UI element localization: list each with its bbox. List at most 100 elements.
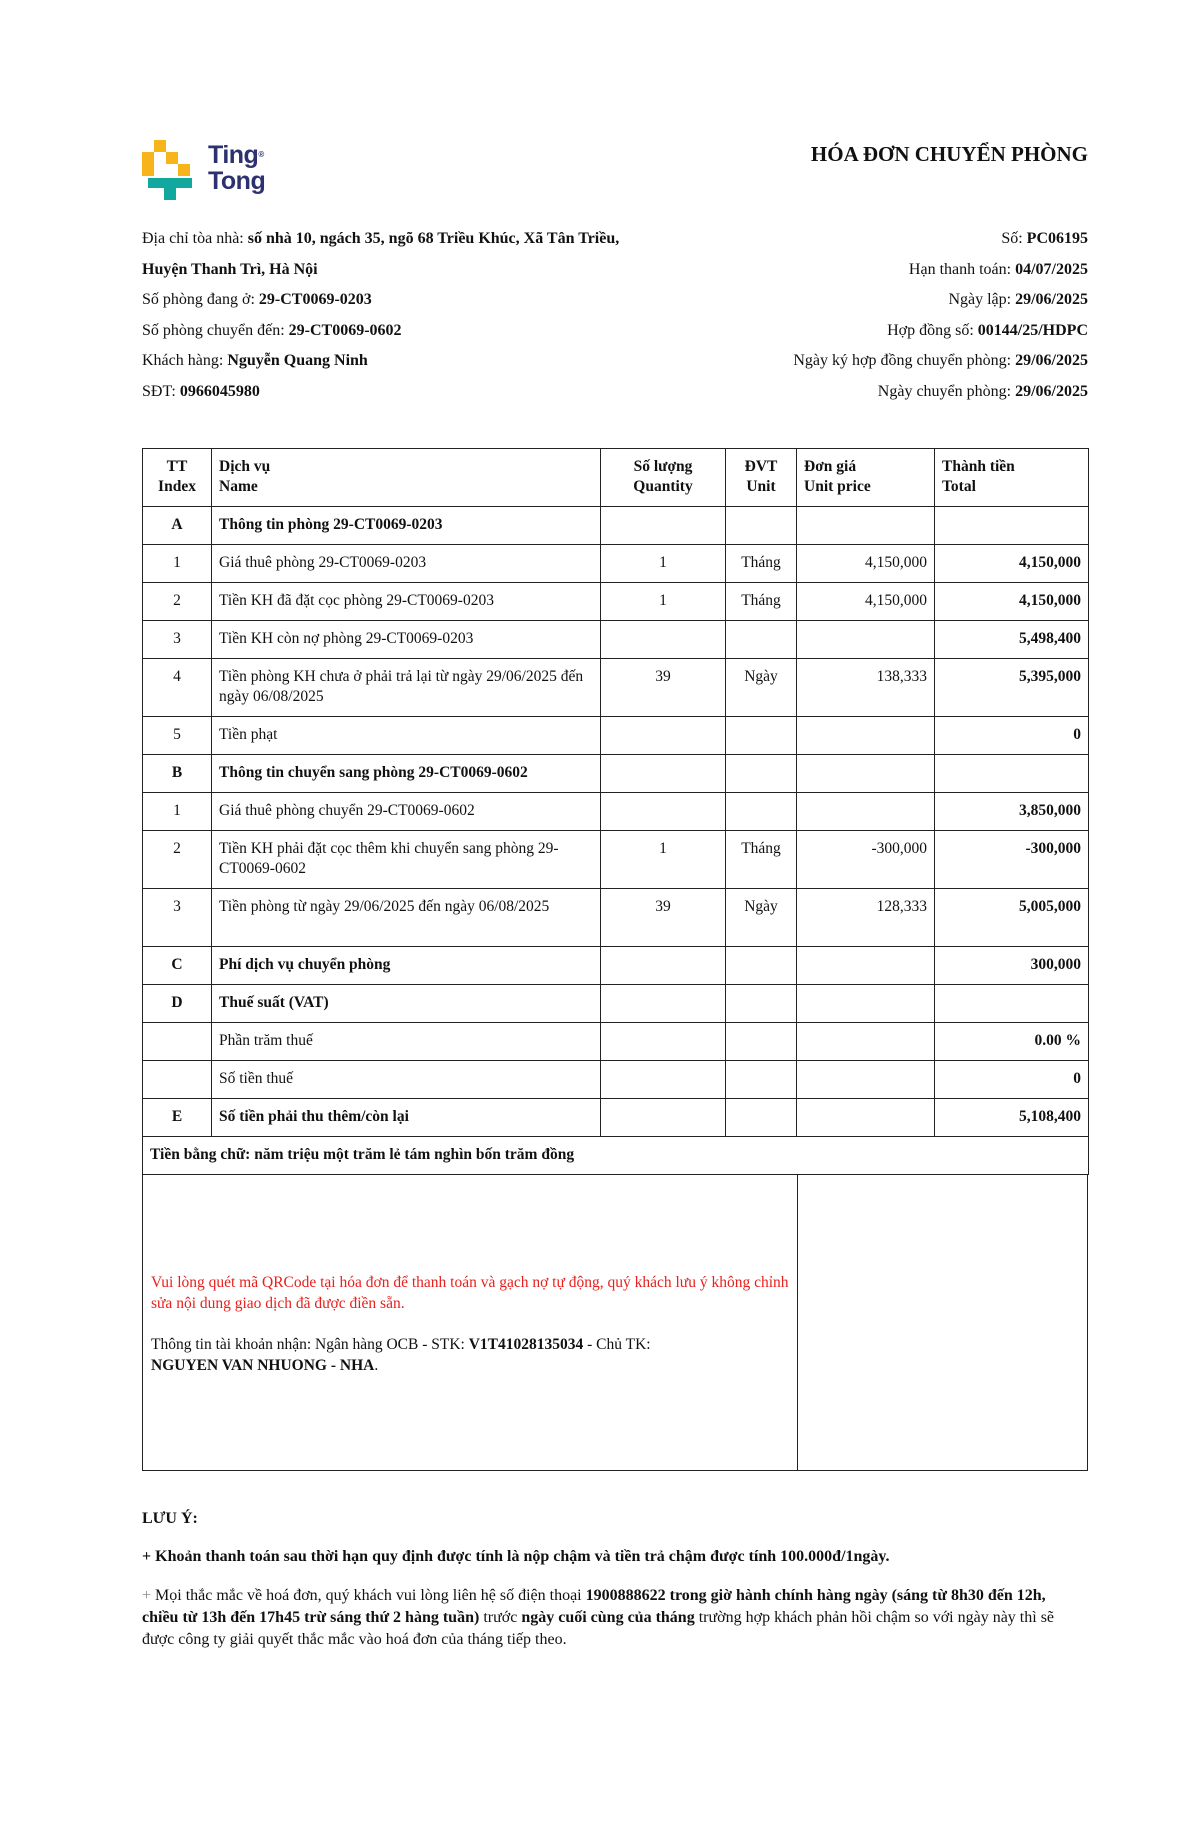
table-row: Phần trăm thuế 0.00 % [142,1022,1089,1061]
table-row: 4 Tiền phòng KH chưa ở phải trả lại từ ng… [142,658,1089,717]
bank-info: Thông tin tài khoản nhận: Ngân hàng OCB … [151,1336,651,1374]
cell-unit-price [796,1022,935,1061]
cell-quantity: 39 [600,888,726,947]
cell-name: Tiền KH còn nợ phòng 29-CT0069-0203 [211,620,601,659]
table-row: 5 Tiền phạt 0 [142,716,1089,755]
cell-index: 5 [142,716,212,755]
cell-total: 0.00 % [934,1022,1089,1061]
cell-name: Thuế suất (VAT) [211,984,601,1023]
cell-total: 4,150,000 [934,544,1089,583]
cell-name: Số tiền phải thu thêm/còn lại [211,1098,601,1137]
cell-unit [725,792,797,831]
cell-index: D [142,984,212,1023]
cell-name: Số tiền thuế [211,1060,601,1099]
qr-notice: Vui lòng quét mã QRCode tại hóa đơn để t… [151,1274,789,1312]
cell-quantity: 1 [600,544,726,583]
header-index: TT Index [142,448,212,507]
target-room: Số phòng chuyển đến: 29-CT0069-0602 [142,321,402,339]
move-date: Ngày chuyển phòng: 29/06/2025 [877,382,1088,400]
cell-name: Tiền phòng từ ngày 29/06/2025 đến ngày 0… [211,888,601,947]
cell-name: Thông tin phòng 29-CT0069-0203 [211,506,601,545]
cell-quantity [600,506,726,545]
table-header: TT Index Dịch vụ Name Số lượng Quantity ĐVT… [142,448,1089,507]
cell-name: Phần trăm thuế [211,1022,601,1061]
cell-index: 3 [142,620,212,659]
cell-name: Tiền KH phải đặt cọc thêm khi chuyển san… [211,830,601,889]
cell-index: E [142,1098,212,1137]
qr-code-area [797,1175,798,1470]
cell-total: 0 [934,716,1089,755]
amount-in-words: Tiền bằng chữ: năm triệu một trăm lẻ tám… [142,1136,1089,1175]
cell-unit [725,716,797,755]
notes-heading: LƯU Ý: [142,1510,198,1527]
table-row: 2 Tiền KH phải đặt cọc thêm khi chuyển sa… [142,830,1089,889]
cell-unit-price: 138,333 [796,658,935,717]
cell-name: Phí dịch vụ chuyển phòng [211,946,601,985]
cell-index [142,1060,212,1099]
cell-unit [725,1022,797,1061]
customer: Khách hàng: Nguyễn Quang Ninh [142,352,368,369]
cell-name: Thông tin chuyển sang phòng 29-CT0069-06… [211,754,601,793]
table-row: Số tiền thuế 0 [142,1060,1089,1099]
info-left: Địa chỉ tòa nhà: số nhà 10, ngách 35, ng… [142,224,662,407]
cell-unit [725,754,797,793]
cell-quantity: 1 [600,582,726,621]
cell-quantity [600,1098,726,1137]
logo: Ting® Tong [142,140,282,200]
cell-name: Tiền phòng KH chưa ở phải trả lại từ ngà… [211,658,601,717]
cell-unit-price [796,620,935,659]
cell-total: 5,395,000 [934,658,1089,717]
cell-total [934,984,1089,1023]
info-right: Số: PC06195 Hạn thanh toán: 04/07/2025 N… [793,224,1088,407]
logo-text: Ting® Tong [208,141,266,195]
cell-quantity: 39 [600,658,726,717]
cell-unit-price [796,984,935,1023]
cell-unit-price: 4,150,000 [796,544,935,583]
section-row: D Thuế suất (VAT) [142,984,1089,1023]
header-name: Dịch vụ Name [211,448,601,507]
cell-unit [725,620,797,659]
contract-sign-date: Ngày ký hợp đồng chuyển phòng: 29/06/202… [793,352,1088,369]
note-contact: + Mọi thắc mắc về hoá đơn, quý khách vui… [142,1587,1055,1648]
cell-unit [725,1060,797,1099]
table-row: 3 Tiền KH còn nợ phòng 29-CT0069-0203 5,49… [142,620,1089,659]
cell-quantity [600,1060,726,1099]
cell-name: Giá thuê phòng chuyển 29-CT0069-0602 [211,792,601,831]
cell-total [934,754,1089,793]
section-row: A Thông tin phòng 29-CT0069-0203 [142,506,1089,545]
phone: SĐT: 0966045980 [142,382,260,400]
cell-unit: Tháng [725,582,797,621]
cell-name: Giá thuê phòng 29-CT0069-0203 [211,544,601,583]
cell-unit-price [796,1060,935,1099]
cell-index: 1 [142,544,212,583]
cell-total: 5,005,000 [934,888,1089,947]
cell-unit-price: 4,150,000 [796,582,935,621]
cell-quantity: 1 [600,830,726,889]
cell-index: 3 [142,888,212,947]
note-late-payment: + Khoản thanh toán sau thời hạn quy định… [142,1548,890,1565]
cell-unit: Tháng [725,830,797,889]
cell-unit-price [796,506,935,545]
cell-index: 1 [142,792,212,831]
cell-quantity [600,984,726,1023]
cell-total: 300,000 [934,946,1089,985]
cell-total: 0 [934,1060,1089,1099]
cell-total [934,506,1089,545]
header-unit: ĐVT Unit [725,448,797,507]
amount-in-words-row: Tiền bằng chữ: năm triệu một trăm lẻ tám… [142,1136,1089,1175]
header-total: Thành tiền Total [934,448,1089,507]
invoice-number: Số: PC06195 [1001,230,1088,247]
cell-total: 3,850,000 [934,792,1089,831]
cell-total: 5,108,400 [934,1098,1089,1137]
cell-unit-price [796,1098,935,1137]
table-row: 3 Tiền phòng từ ngày 29/06/2025 đến ngày … [142,888,1089,947]
issue-date: Ngày lập: 29/06/2025 [948,291,1088,308]
cell-unit [725,984,797,1023]
cell-name: Tiền KH đã đặt cọc phòng 29-CT0069-0203 [211,582,601,621]
cell-quantity [600,792,726,831]
cell-unit: Ngày [725,888,797,947]
cell-total: 4,150,000 [934,582,1089,621]
table-row: 2 Tiền KH đã đặt cọc phòng 29-CT0069-0203… [142,582,1089,621]
due-date: Hạn thanh toán: 04/07/2025 [908,260,1088,278]
table-row: 1 Giá thuê phòng chuyển 29-CT0069-0602 3,8… [142,792,1089,831]
